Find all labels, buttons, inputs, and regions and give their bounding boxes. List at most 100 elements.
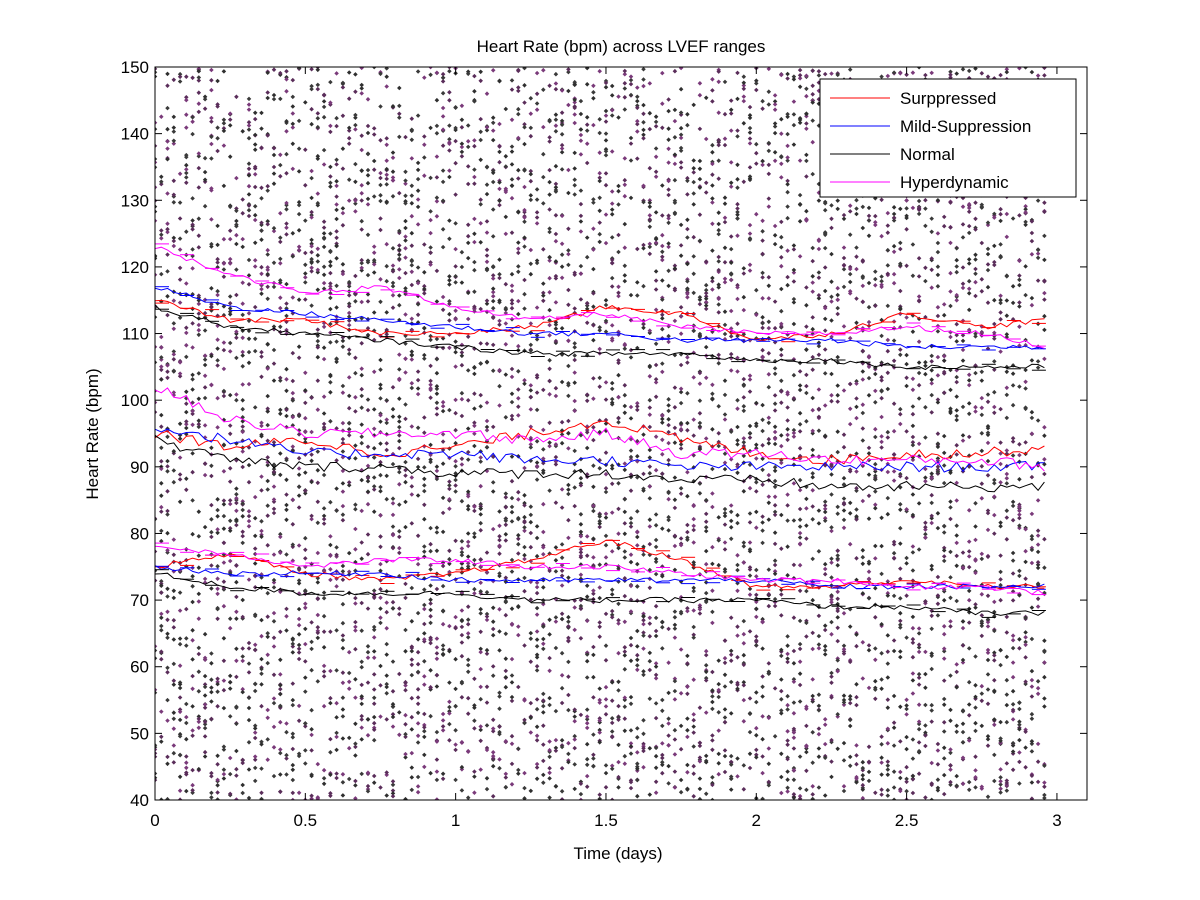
data-point	[215, 363, 220, 368]
data-point	[159, 345, 164, 350]
data-point	[184, 354, 189, 360]
data-point	[165, 508, 170, 514]
data-point	[177, 477, 183, 482]
data-point	[246, 273, 252, 278]
data-point	[177, 371, 183, 376]
data-point	[202, 357, 208, 362]
data-point	[165, 369, 170, 374]
data-point	[190, 377, 195, 382]
data-point	[159, 459, 164, 464]
data-point	[165, 796, 170, 800]
data-point	[190, 400, 195, 405]
plot-area	[155, 67, 1047, 800]
data-point	[252, 730, 258, 735]
data-point	[215, 346, 220, 351]
data-point	[209, 67, 214, 73]
data-point	[184, 330, 189, 336]
data-point	[252, 573, 258, 578]
data-point	[196, 509, 202, 514]
data-point	[159, 364, 164, 369]
data-point	[155, 303, 158, 309]
data-point	[202, 423, 208, 428]
data-point	[171, 125, 177, 130]
data-point	[159, 334, 164, 340]
data-point	[184, 487, 189, 493]
data-point	[177, 499, 183, 505]
data-point	[165, 294, 170, 299]
data-point	[246, 257, 252, 263]
data-point	[202, 297, 208, 303]
data-point	[155, 360, 158, 365]
data-point	[184, 389, 189, 395]
data-point	[184, 419, 189, 424]
data-point	[215, 337, 220, 342]
data-point	[165, 363, 170, 368]
data-point	[215, 288, 220, 294]
data-point	[190, 411, 195, 417]
data-point	[196, 396, 202, 402]
data-point	[246, 462, 252, 468]
data-point	[215, 425, 220, 430]
data-point	[155, 272, 158, 278]
data-point	[215, 256, 220, 262]
data-point	[171, 349, 177, 354]
data-point	[159, 504, 164, 510]
data-point	[196, 371, 202, 376]
data-point	[215, 497, 220, 502]
data-point	[246, 282, 252, 287]
data-point	[177, 360, 183, 365]
data-point	[165, 126, 170, 132]
data-point	[159, 481, 164, 486]
data-point	[190, 422, 195, 428]
data-point	[177, 436, 183, 441]
data-point	[171, 368, 177, 374]
data-point	[165, 434, 170, 440]
data-point	[209, 119, 214, 124]
data-point	[202, 373, 208, 379]
data-point	[155, 67, 158, 72]
data-point	[184, 125, 189, 130]
data-point	[155, 74, 158, 79]
data-point	[202, 395, 208, 401]
data-point	[159, 367, 164, 373]
data-point	[159, 377, 164, 382]
data-point	[171, 449, 177, 454]
data-point	[184, 325, 189, 331]
data-point	[155, 256, 158, 261]
data-point	[221, 117, 227, 123]
data-point	[159, 424, 164, 429]
data-point	[252, 551, 258, 557]
data-point	[177, 455, 183, 460]
data-point	[184, 409, 189, 415]
data-point	[177, 472, 183, 477]
data-point	[215, 125, 220, 130]
data-point	[227, 117, 233, 122]
data-point	[155, 314, 158, 320]
data-point	[159, 271, 164, 277]
data-point	[184, 281, 189, 286]
data-point	[196, 418, 202, 423]
data-point	[209, 87, 214, 93]
data-point	[246, 349, 252, 355]
data-point	[202, 461, 208, 466]
data-point	[221, 121, 227, 126]
data-point	[196, 332, 202, 338]
data-point	[171, 468, 177, 473]
data-point	[196, 322, 202, 328]
data-point	[171, 352, 177, 357]
data-point	[171, 479, 177, 485]
data-point	[159, 445, 164, 451]
data-point	[246, 311, 252, 316]
data-point	[202, 385, 208, 390]
data-point	[165, 469, 170, 474]
data-point	[165, 458, 170, 464]
data-point	[246, 336, 252, 342]
data-point	[202, 353, 208, 358]
data-point	[196, 301, 202, 307]
data-point	[227, 111, 233, 116]
data-point	[190, 345, 195, 350]
data-point	[215, 507, 220, 513]
data-point	[184, 476, 189, 481]
data-point	[196, 311, 202, 316]
data-point	[215, 260, 220, 265]
